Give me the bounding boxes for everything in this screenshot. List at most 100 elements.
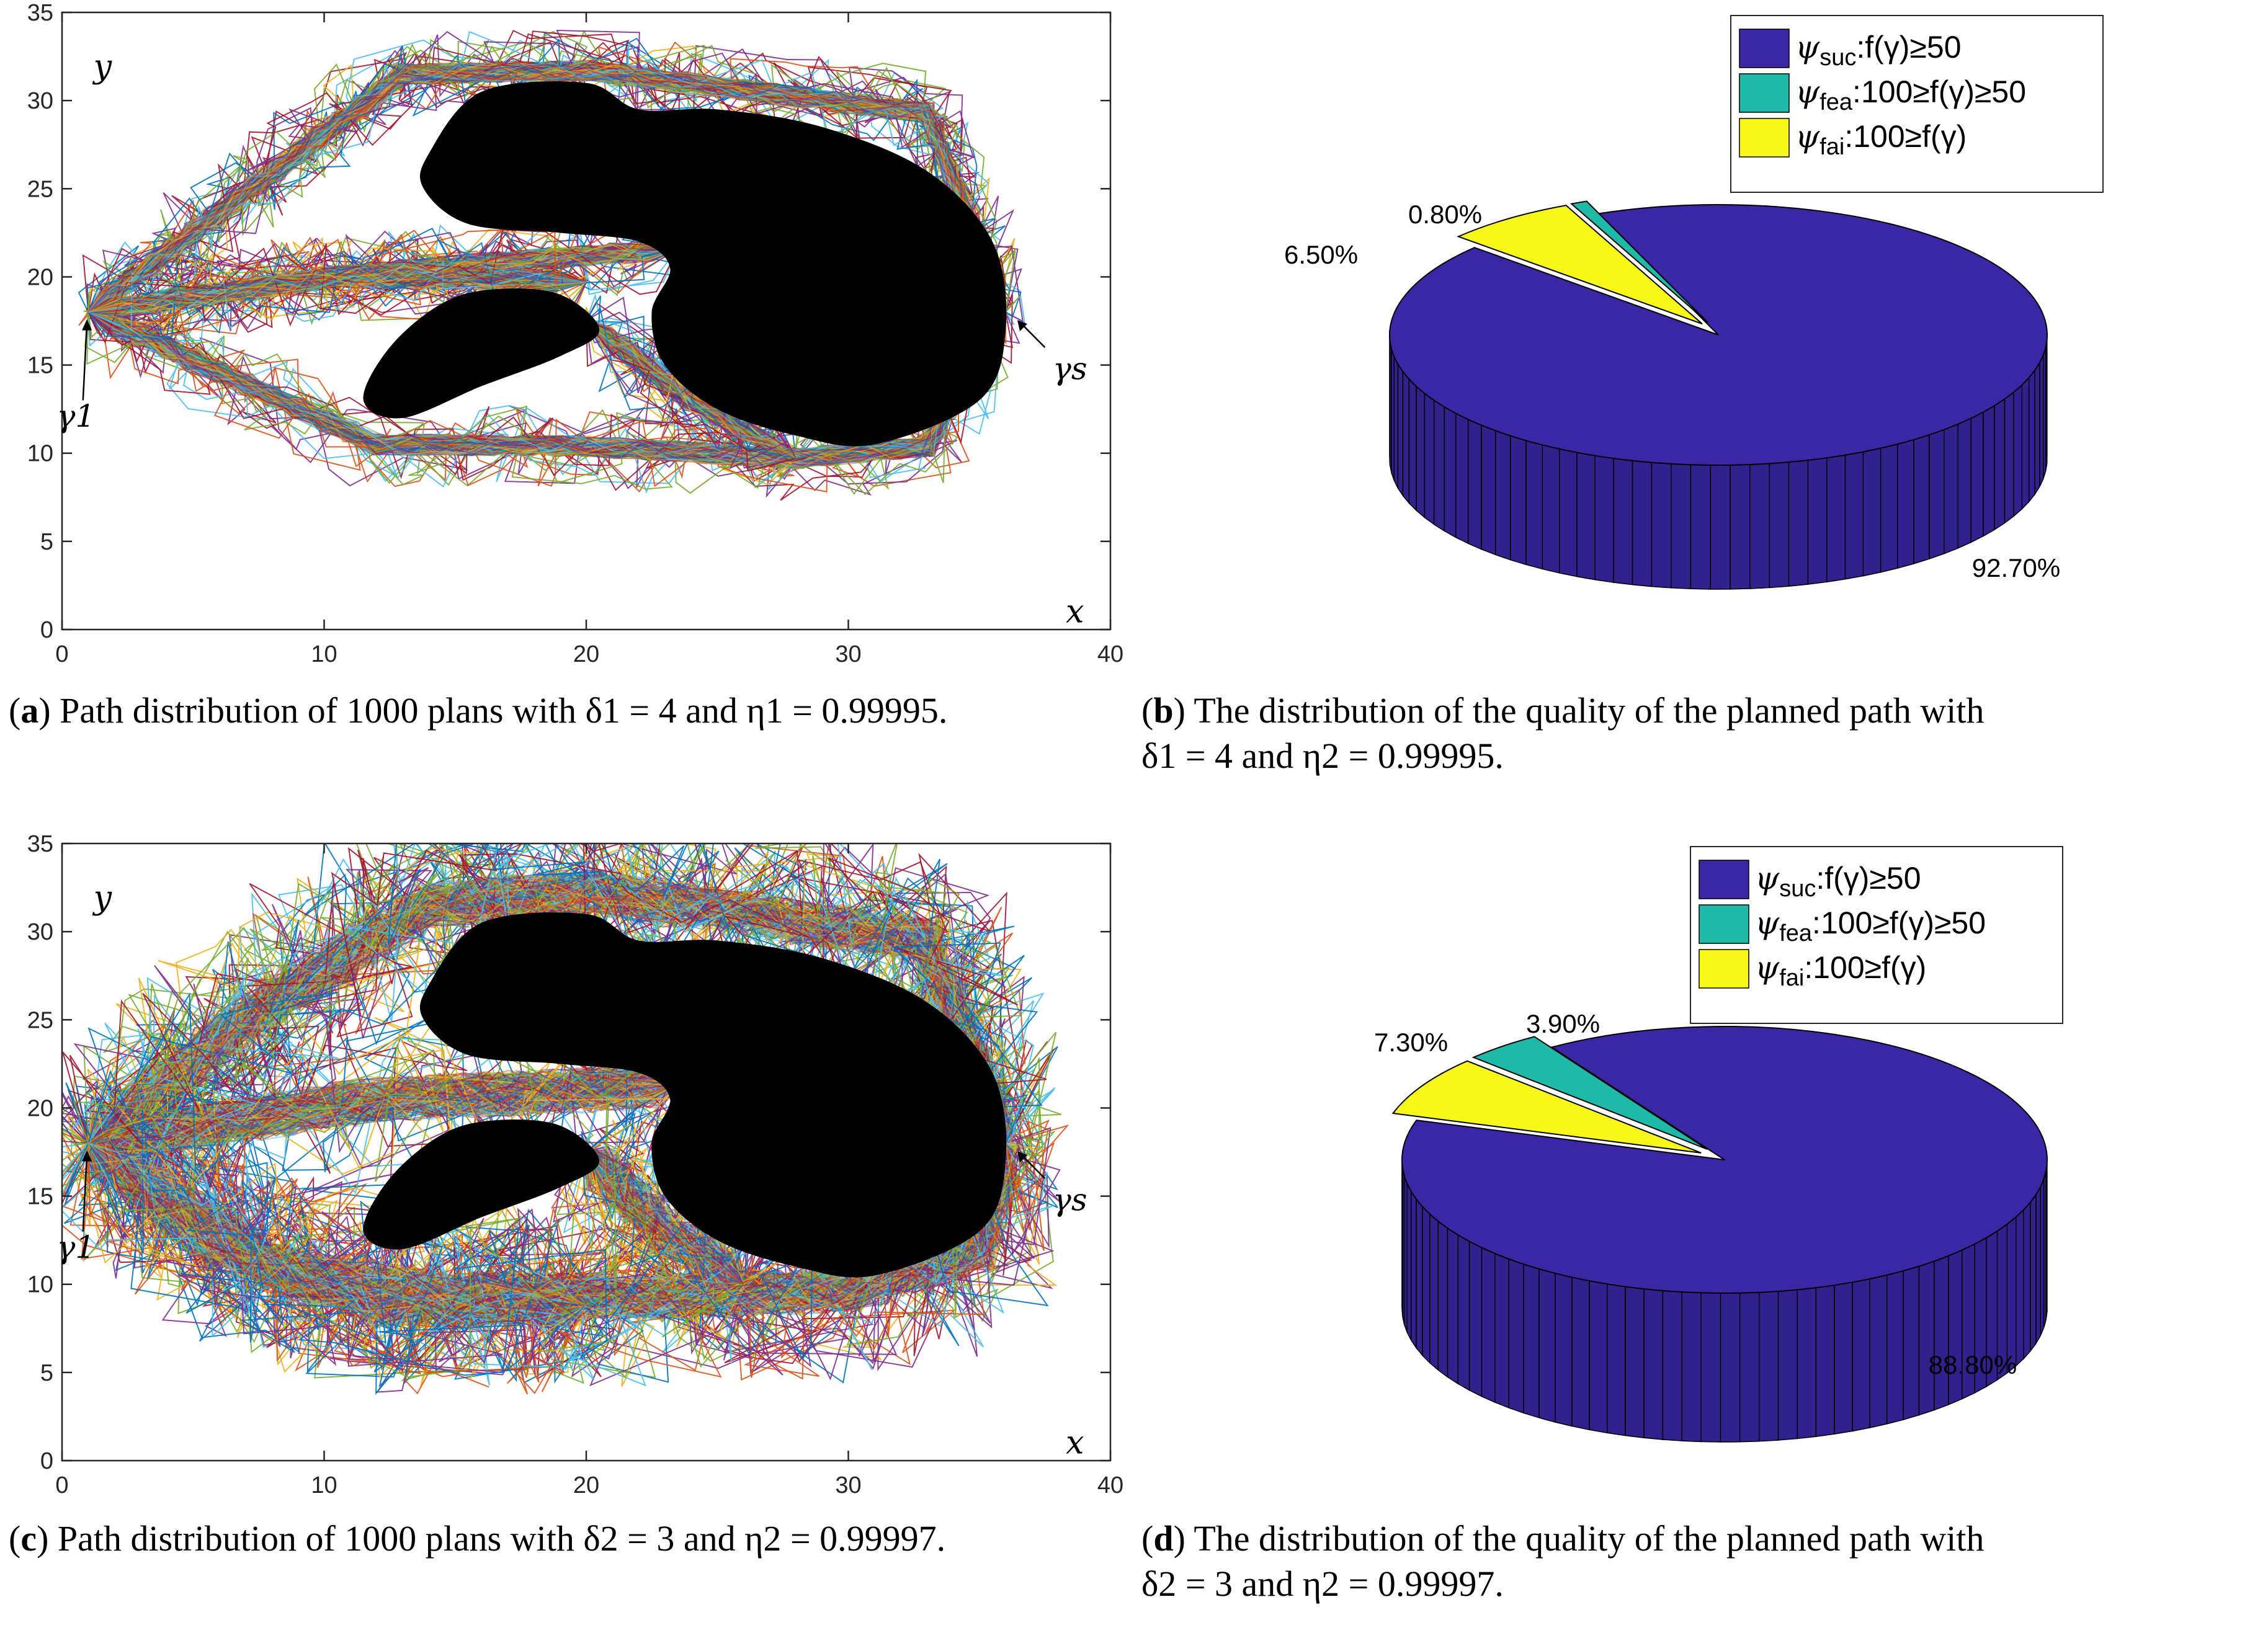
path-line — [87, 1066, 679, 1144]
path-line — [586, 1151, 744, 1285]
path-line — [87, 311, 1006, 493]
pie-side-facet — [1834, 1281, 1853, 1435]
caption-b-line2: δ1 = 4 and η2 = 0.99995. — [1141, 735, 1504, 776]
y-tick-label: 5 — [40, 529, 53, 555]
pie-slice-success — [1401, 1026, 2048, 1294]
pie-side-facet — [1671, 463, 1692, 590]
pie-side-facet — [1437, 1220, 1449, 1378]
path-line — [88, 1137, 587, 1325]
pie-side-facet — [1918, 1260, 1935, 1416]
path-bundle — [78, 29, 1025, 501]
path-line — [87, 247, 679, 313]
pie-side-facet — [1886, 1270, 1904, 1425]
y-tick-label: 10 — [27, 441, 53, 467]
path-line — [586, 320, 797, 460]
path-bundle — [62, 843, 1069, 1395]
path-line — [87, 292, 1006, 496]
pie-side-facet — [2015, 1208, 2024, 1367]
pie-side-facet — [1393, 356, 1399, 489]
pie-slice-fail — [1457, 205, 1703, 325]
path-line — [586, 320, 797, 460]
pie-side-facet — [1651, 461, 1672, 589]
pie-side-facet — [1897, 438, 1914, 569]
x-tick-label: 10 — [311, 1472, 337, 1498]
goal-label: γs — [1053, 350, 1087, 386]
pie-value-label: 6.50% — [1284, 240, 1358, 269]
pie-side-facet — [1815, 1284, 1835, 1438]
path-line — [87, 873, 1014, 1144]
small-obstacle — [363, 288, 600, 419]
pie-side-facet — [1416, 1198, 1423, 1357]
pie-side-facet — [1934, 1255, 1949, 1411]
goal-arrow-head — [1017, 320, 1028, 332]
pie-side-facet — [1862, 447, 1882, 577]
path-line — [88, 311, 1006, 461]
path-line — [586, 307, 797, 460]
x-tick-label: 20 — [573, 641, 599, 667]
pie-side-facet — [1844, 451, 1864, 580]
legend-entry: ψfai:100≥f(γ) — [1755, 950, 1926, 991]
path-line — [586, 1151, 744, 1285]
pie-side-facet — [1710, 465, 1731, 590]
pie-side-facet — [2006, 1216, 2017, 1374]
pie-side-facet — [1759, 1291, 1779, 1442]
path-line — [87, 267, 587, 313]
path-line — [87, 304, 1006, 487]
pie-side-facet — [1681, 1291, 1702, 1443]
pie-side-facet — [1777, 1289, 1798, 1441]
start-label: γ1 — [57, 398, 96, 434]
path-line — [87, 222, 679, 318]
pie-slice-fail — [1391, 1060, 1702, 1154]
pie-side-facet — [1481, 1247, 1496, 1404]
path-line — [586, 1152, 744, 1338]
path-plot-c: 0 10 20 30 40 0 5 10 15 20 25 30 35 y x γ1 γs — [27, 831, 1123, 1498]
path-line — [586, 1152, 744, 1291]
pie-side-facet — [1662, 1290, 1683, 1441]
path-line — [62, 843, 1047, 1145]
pie-side-facet — [1983, 404, 1995, 537]
path-line — [87, 63, 1006, 313]
path-line — [88, 1142, 1009, 1315]
start-arrow — [82, 323, 88, 401]
pie-side-facet — [1416, 385, 1426, 519]
path-line — [88, 1139, 587, 1317]
pie-side-facet — [2034, 360, 2040, 496]
pie-side-facet — [1613, 458, 1633, 585]
x-tick-label: 30 — [835, 641, 861, 667]
legend-entry: ψfea:100≥f(γ)≥50 — [1795, 74, 2026, 115]
pie-side-facet — [1494, 1252, 1510, 1409]
pie-sides — [1389, 325, 2048, 590]
path-line — [87, 879, 1006, 1144]
path-line — [88, 1142, 1009, 1313]
path-line — [586, 321, 797, 470]
caption-b-line1: The distribution of the quality of the p… — [1194, 690, 1984, 731]
path-line — [87, 879, 1006, 1144]
legend-entry: ψsuc:f(γ)≥50 — [1755, 860, 1921, 902]
path-line — [87, 877, 1006, 1144]
x-tick-label: 40 — [1097, 1472, 1123, 1498]
pie-side-facet — [1957, 417, 1972, 549]
y-tick-label: 25 — [27, 176, 53, 202]
y-tick-label: 30 — [27, 919, 53, 945]
pie-side-facet — [2030, 1193, 2037, 1353]
y-tick-label: 30 — [27, 88, 53, 114]
small-obstacle — [363, 1119, 600, 1250]
legend-entry: ψfea:100≥f(γ)≥50 — [1755, 905, 1986, 946]
pie-side-facet — [1447, 1227, 1459, 1385]
pie-slice-feasible — [1471, 1036, 1708, 1150]
path-line — [88, 878, 1006, 1149]
start-arrow-head — [82, 319, 92, 331]
pie-side-facet — [1788, 460, 1809, 587]
start-arrow-head — [82, 1150, 92, 1162]
pie-side-facet — [1643, 1288, 1664, 1440]
path-line — [87, 875, 1011, 1144]
path-line — [88, 1137, 587, 1319]
path-line — [88, 247, 679, 313]
path-line — [586, 1151, 744, 1285]
pie-side-facet — [1424, 392, 1435, 525]
path-line — [87, 290, 1006, 493]
pie-side-facet — [2004, 391, 2015, 524]
pie-side-facet — [1542, 444, 1560, 574]
path-line — [87, 311, 1006, 463]
path-line — [87, 295, 1006, 488]
